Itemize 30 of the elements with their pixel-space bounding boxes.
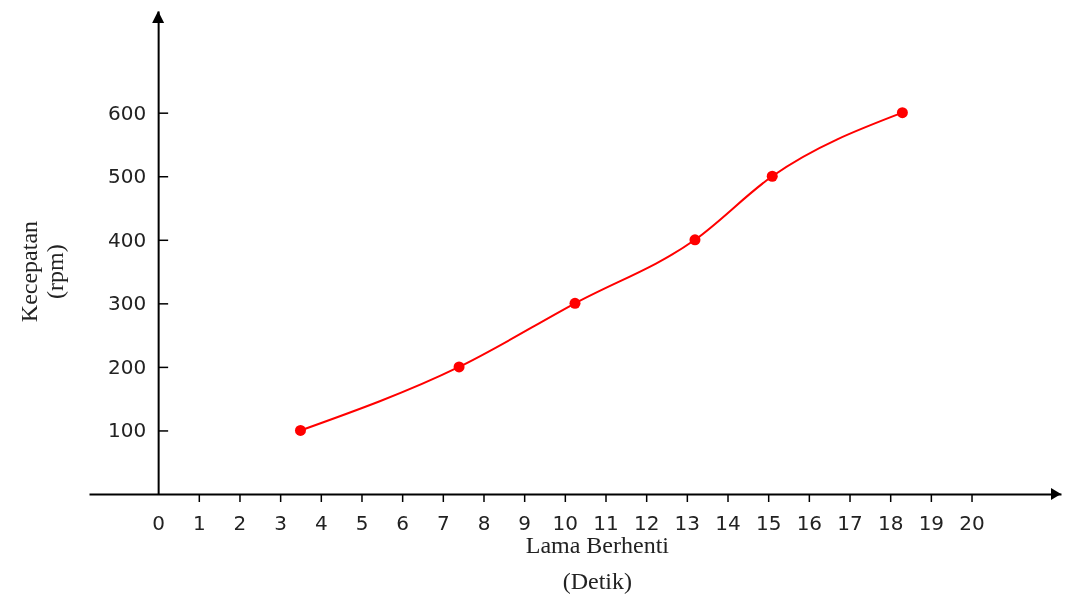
x-tick-label: 1: [192, 511, 206, 536]
x-tick-label: 5: [355, 511, 369, 536]
x-tick-label: 17: [837, 511, 863, 536]
x-tick-label: 20: [959, 511, 985, 536]
y-tick-label: 100: [107, 418, 147, 443]
x-tick-label: 19: [918, 511, 945, 536]
y-tick-label: 400: [107, 227, 147, 252]
y-tick-label: 500: [107, 164, 147, 189]
y-tick-label: 300: [107, 291, 147, 316]
y-axis-title: Kecepatan (rpm): [16, 220, 68, 323]
point: [766, 170, 778, 182]
point: [294, 424, 306, 436]
x-tick-label: 8: [477, 511, 491, 536]
x-tick-label: 6: [396, 511, 410, 536]
x-tick-label: 7: [436, 511, 450, 536]
x-tick-label: 14: [715, 511, 741, 536]
point: [453, 361, 465, 373]
x-tick-label: 0: [152, 511, 166, 536]
x-tick-label: 13: [674, 511, 701, 536]
point: [569, 297, 581, 309]
point: [896, 107, 908, 119]
x-tick-label: 3: [274, 511, 288, 536]
x-tick-label: 16: [796, 511, 823, 536]
x-tick-label: 2: [233, 511, 247, 536]
y-tick-label: 200: [107, 354, 147, 379]
x-tick-label: 18: [877, 511, 904, 536]
x-tick-label: 15: [755, 511, 782, 536]
x-tick-label: 4: [314, 511, 328, 536]
point: [689, 234, 701, 246]
y-tick-label: 600: [107, 100, 147, 125]
